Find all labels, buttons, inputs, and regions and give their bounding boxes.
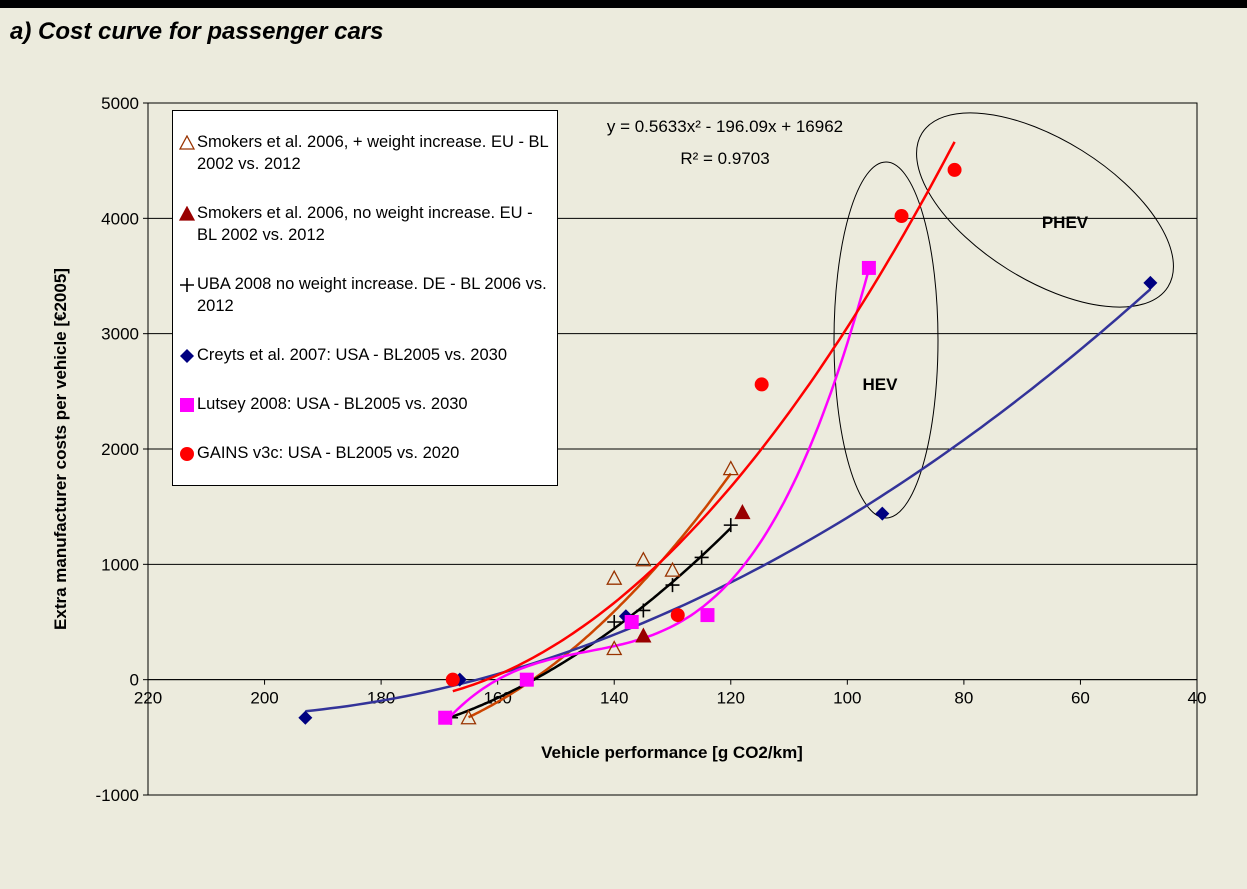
marker — [460, 709, 477, 725]
top-bar — [0, 0, 1247, 8]
phev-ellipse — [916, 112, 1174, 308]
x-tick-label: 120 — [717, 689, 745, 708]
legend-label: UBA 2008 no weight increase. DE - BL 200… — [197, 274, 547, 315]
marker — [947, 162, 962, 177]
y-tick-label: 0 — [130, 671, 139, 690]
legend-item: Lutsey 2008: USA - BL2005 vs. 2030 — [179, 393, 553, 415]
x-tick-label: 80 — [954, 689, 973, 708]
r-squared: R² = 0.9703 — [680, 149, 769, 168]
legend-item: UBA 2008 no weight increase. DE - BL 200… — [179, 273, 553, 317]
legend-item: Creyts et al. 2007: USA - BL2005 vs. 203… — [179, 344, 553, 366]
marker — [180, 397, 194, 412]
marker — [636, 603, 651, 618]
legend-item: Smokers et al. 2006, no weight increase.… — [179, 202, 553, 246]
marker — [180, 277, 194, 292]
legend-item: GAINS v3c: USA - BL2005 vs. 2020 — [179, 442, 553, 464]
trendline — [444, 268, 871, 723]
x-tick-label: 40 — [1188, 689, 1207, 708]
x-tick-label: 140 — [600, 689, 628, 708]
marker — [664, 561, 681, 577]
legend-label: Smokers et al. 2006, + weight increase. … — [197, 132, 549, 173]
y-axis-title: Extra manufacturer costs per vehicle [€2… — [51, 268, 70, 630]
marker — [624, 615, 639, 629]
marker — [438, 710, 453, 725]
y-tick-label: 2000 — [101, 440, 139, 459]
x-tick-label: 60 — [1071, 689, 1090, 708]
legend-marker — [180, 348, 194, 363]
phev-label: PHEV — [1042, 213, 1089, 232]
marker — [635, 551, 652, 567]
marker — [754, 377, 769, 392]
marker — [180, 446, 194, 461]
legend-marker — [180, 446, 194, 461]
hev-ellipse — [833, 161, 939, 519]
marker — [635, 627, 652, 643]
chart-title: a) Cost curve for passenger cars — [10, 18, 384, 45]
marker — [1143, 275, 1158, 290]
marker — [700, 608, 715, 623]
x-tick-label: 200 — [250, 689, 278, 708]
marker — [519, 672, 534, 687]
legend-marker — [180, 397, 194, 412]
y-tick-label: 1000 — [101, 555, 139, 574]
legend-label: Creyts et al. 2007: USA - BL2005 vs. 203… — [197, 345, 508, 364]
marker — [670, 608, 685, 623]
marker — [875, 506, 890, 521]
marker — [606, 640, 623, 656]
trendline — [452, 141, 956, 693]
marker — [445, 672, 460, 687]
legend-marker — [180, 277, 194, 292]
trendline — [467, 472, 732, 719]
legend-label: GAINS v3c: USA - BL2005 vs. 2020 — [197, 443, 460, 462]
legend-label: Lutsey 2008: USA - BL2005 vs. 2030 — [197, 394, 468, 413]
marker — [722, 460, 739, 476]
marker — [606, 569, 623, 585]
equation: y = 0.5633x² - 196.09x + 16962 — [607, 117, 843, 136]
y-tick-label: 5000 — [101, 94, 139, 113]
legend-item: Smokers et al. 2006, + weight increase. … — [179, 131, 553, 175]
legend: Smokers et al. 2006, + weight increase. … — [172, 110, 558, 486]
x-tick-label: 220 — [134, 689, 162, 708]
marker — [694, 550, 709, 565]
marker — [179, 134, 195, 150]
marker — [894, 209, 909, 224]
marker — [734, 504, 751, 520]
marker — [861, 260, 876, 275]
y-tick-label: 3000 — [101, 325, 139, 344]
y-tick-label: -1000 — [96, 786, 139, 805]
y-tick-label: 4000 — [101, 209, 139, 228]
marker — [665, 578, 680, 593]
marker — [179, 205, 195, 221]
legend-marker — [179, 205, 195, 221]
x-axis-title: Vehicle performance [g CO2/km] — [541, 743, 803, 762]
marker — [607, 615, 622, 629]
marker — [723, 518, 738, 533]
marker — [298, 710, 313, 725]
marker — [180, 348, 194, 363]
legend-label: Smokers et al. 2006, no weight increase.… — [197, 203, 533, 244]
x-tick-label: 100 — [833, 689, 861, 708]
legend-marker — [179, 134, 195, 150]
hev-label: HEV — [863, 375, 899, 394]
